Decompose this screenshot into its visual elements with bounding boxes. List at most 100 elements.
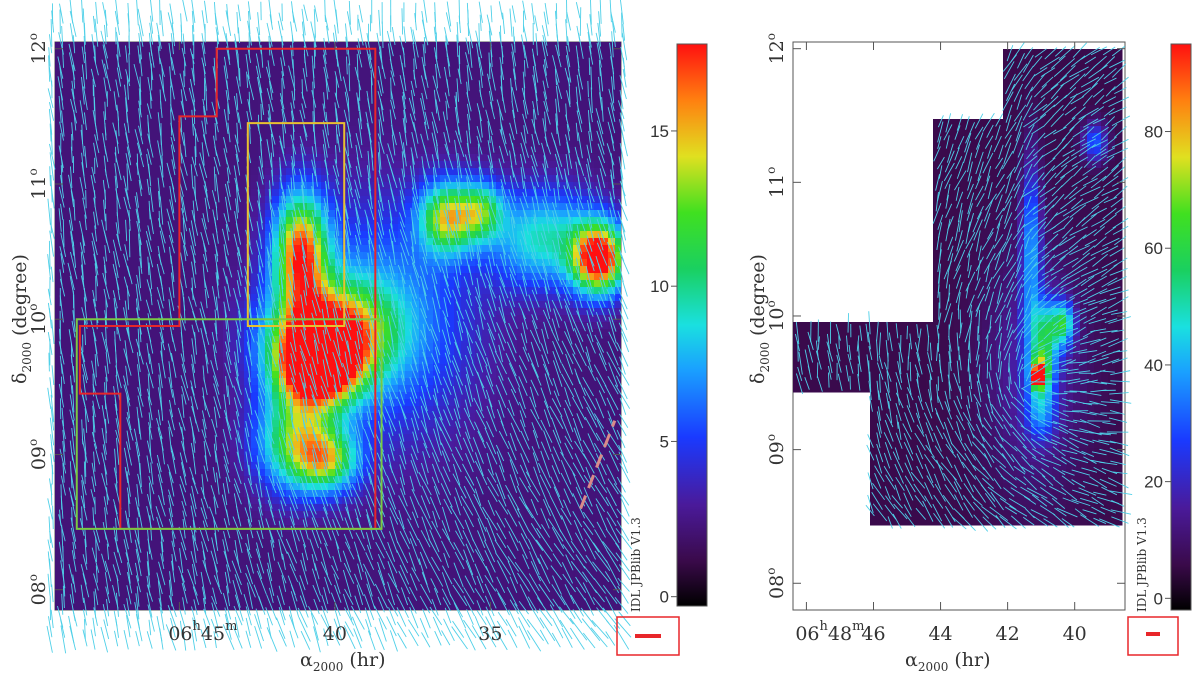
heat-cell	[125, 203, 133, 211]
heat-cell	[90, 336, 98, 344]
heat-cell	[272, 105, 280, 113]
heat-cell	[258, 497, 266, 505]
heat-cell	[300, 210, 308, 218]
heat-cell	[426, 91, 434, 99]
heat-cell	[237, 574, 245, 582]
heat-cell	[356, 399, 364, 407]
heat-cell	[433, 98, 441, 106]
heat-cell	[377, 210, 385, 218]
heat-cell	[76, 469, 84, 477]
heat-cell	[265, 140, 273, 148]
heat-cell	[230, 588, 238, 596]
heat-cell	[230, 133, 238, 141]
heat-cell	[419, 273, 427, 281]
heat-cell	[76, 441, 84, 449]
heat-cell	[146, 259, 154, 267]
heat-cell	[237, 175, 245, 183]
heat-cell	[111, 217, 119, 225]
heat-cell	[90, 546, 98, 554]
heat-cell	[125, 140, 133, 148]
heat-cell	[62, 567, 70, 575]
heat-cell	[461, 588, 469, 596]
heat-cell	[104, 56, 112, 64]
heat-cell	[132, 420, 140, 428]
heat-cell	[167, 168, 175, 176]
heat-cell	[286, 126, 294, 134]
heat-cell	[321, 217, 329, 225]
heat-cell	[90, 280, 98, 288]
heat-cell	[97, 252, 105, 260]
heat-cell	[118, 308, 126, 316]
heat-cell	[209, 483, 217, 491]
heat-cell	[55, 210, 63, 218]
heat-cell	[55, 469, 63, 477]
heat-cell	[97, 294, 105, 302]
heat-cell	[405, 609, 413, 610]
heat-cell	[342, 427, 350, 435]
heat-cell	[202, 266, 210, 274]
heat-cell	[83, 140, 91, 148]
heat-cell	[314, 56, 322, 64]
heat-cell	[209, 455, 217, 463]
heat-cell	[286, 77, 294, 85]
heat-cell	[433, 525, 441, 533]
heat-cell	[76, 196, 84, 204]
heat-cell	[384, 133, 392, 141]
heat-cell	[216, 574, 224, 582]
heat-cell	[223, 434, 231, 442]
heat-cell	[111, 588, 119, 596]
heat-cell	[468, 266, 476, 274]
heat-cell	[139, 371, 147, 379]
heat-cell	[370, 413, 378, 421]
heat-cell	[307, 126, 315, 134]
heat-cell	[174, 553, 182, 561]
heat-cell	[62, 280, 70, 288]
heat-cell	[314, 147, 322, 155]
heat-cell	[111, 175, 119, 183]
heat-cell	[363, 497, 371, 505]
heat-cell	[321, 511, 329, 519]
heat-cell	[370, 161, 378, 169]
heat-cell	[391, 371, 399, 379]
heat-cell	[258, 455, 266, 463]
heat-cell	[139, 231, 147, 239]
heat-cell	[97, 98, 105, 106]
heat-cell	[440, 287, 448, 295]
heat-cell	[440, 273, 448, 281]
heat-cell	[167, 294, 175, 302]
heat-cell	[97, 329, 105, 337]
heat-cell	[384, 308, 392, 316]
heat-cell	[111, 504, 119, 512]
heat-cell	[111, 427, 119, 435]
heat-cell	[181, 210, 189, 218]
heat-cell	[328, 259, 336, 267]
heat-cell	[440, 84, 448, 92]
heat-cell	[286, 385, 294, 393]
heat-cell	[272, 462, 280, 470]
heat-cell	[328, 518, 336, 526]
heat-cell	[111, 49, 119, 57]
heat-cell	[286, 308, 294, 316]
heat-cell	[251, 511, 259, 519]
heat-cell	[209, 266, 217, 274]
heat-cell	[440, 427, 448, 435]
heat-cell	[363, 539, 371, 547]
heat-cell	[62, 98, 70, 106]
heat-cell	[412, 581, 420, 589]
heat-cell	[188, 567, 196, 575]
heat-cell	[349, 469, 357, 477]
heat-cell	[370, 504, 378, 512]
heat-cell	[433, 105, 441, 113]
heat-cell	[90, 602, 98, 610]
heat-cell	[209, 252, 217, 260]
heat-cell	[419, 84, 427, 92]
heat-cell	[356, 273, 364, 281]
heat-cell	[83, 469, 91, 477]
heat-cell	[384, 238, 392, 246]
heat-cell	[300, 77, 308, 85]
heat-cell	[468, 518, 476, 526]
heat-cell	[132, 595, 140, 603]
heat-cell	[272, 378, 280, 386]
heat-cell	[426, 420, 434, 428]
heat-cell	[454, 196, 462, 204]
